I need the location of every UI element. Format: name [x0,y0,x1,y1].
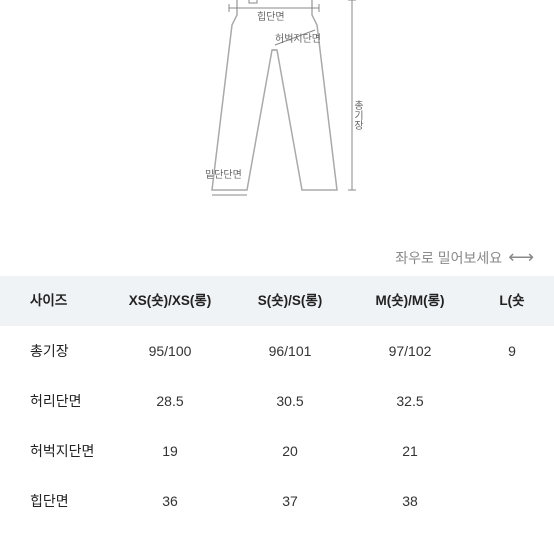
header-l: L(숏 [470,276,554,326]
cell [470,376,554,426]
cell: 9 [470,326,554,376]
table-row: 총기장 95/100 96/101 97/102 9 [0,326,554,376]
cell: 95/100 [110,326,230,376]
scroll-hint-text: 좌우로 밀어보세요 [395,248,502,268]
cell: 20 [230,426,350,476]
table-row: 힙단면 36 37 38 [0,476,554,526]
size-diagram: 힙단면 허벅지단면 총기장 밑단단면 [0,0,554,235]
table-row: 허리단면 28.5 30.5 32.5 [0,376,554,426]
pants-diagram-svg: 힙단면 허벅지단면 총기장 밑단단면 [167,0,387,230]
table-body: 총기장 95/100 96/101 97/102 9 허리단면 28.5 30.… [0,326,554,526]
header-xs: XS(숏)/XS(롱) [110,276,230,326]
cell: 97/102 [350,326,470,376]
cell: 19 [110,426,230,476]
cell: 30.5 [230,376,350,426]
thigh-label: 허벅지단면 [275,33,321,45]
cell: 96/101 [230,326,350,376]
scroll-hint: 좌우로 밀어보세요 ⟷ [0,235,554,276]
table-header-row: 사이즈 XS(숏)/XS(롱) S(숏)/S(롱) M(숏)/M(롱) L(숏 [0,276,554,326]
arrow-left-right-icon: ⟷ [508,247,534,268]
row-label: 허벅지단면 [0,426,110,476]
cell: 21 [350,426,470,476]
size-table-wrapper[interactable]: 사이즈 XS(숏)/XS(롱) S(숏)/S(롱) M(숏)/M(롱) L(숏 … [0,276,554,526]
cell: 37 [230,476,350,526]
size-table: 사이즈 XS(숏)/XS(롱) S(숏)/S(롱) M(숏)/M(롱) L(숏 … [0,276,554,526]
hem-label: 밑단단면 [205,169,242,181]
row-label: 힙단면 [0,476,110,526]
row-label: 허리단면 [0,376,110,426]
cell: 36 [110,476,230,526]
row-label: 총기장 [0,326,110,376]
header-size: 사이즈 [0,276,110,326]
cell [470,426,554,476]
cell: 38 [350,476,470,526]
header-s: S(숏)/S(롱) [230,276,350,326]
cell [470,476,554,526]
header-m: M(숏)/M(롱) [350,276,470,326]
hip-label: 힙단면 [257,11,285,23]
total-length-label: 총기장 [352,100,364,130]
cell: 28.5 [110,376,230,426]
table-row: 허벅지단면 19 20 21 [0,426,554,476]
cell: 32.5 [350,376,470,426]
